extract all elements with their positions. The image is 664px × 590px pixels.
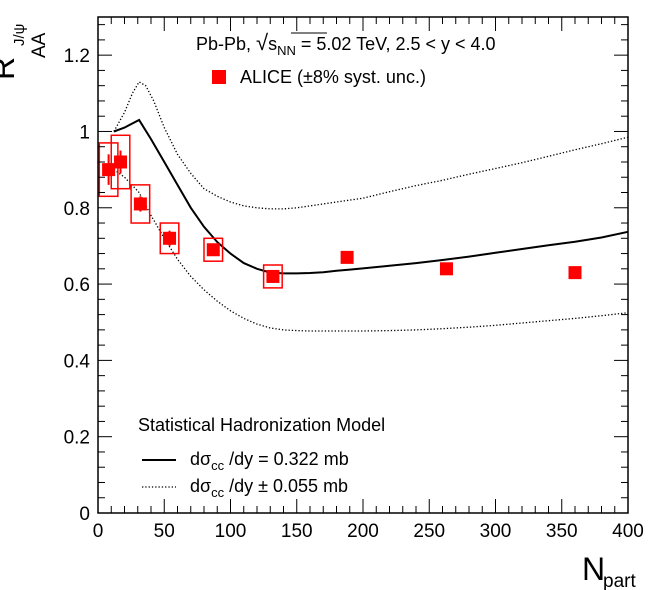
syst-uncertainty-box — [98, 142, 119, 198]
sqrt-symbol: √ — [256, 30, 269, 55]
x-tick-label: 350 — [546, 521, 578, 542]
data-point-marker — [163, 231, 177, 245]
y-tick-label: 0.8 — [64, 199, 90, 220]
model-legend-title: Statistical Hadronization Model — [138, 415, 385, 435]
syst-uncertainty-box — [110, 134, 131, 190]
model-legend-solid-label: dσcc /dy = 0.322 mb — [190, 449, 349, 473]
data-point-marker — [133, 197, 147, 211]
system-annotation: Pb-Pb, √sNN = 5.02 TeV, 2.5 < y < 4.0 — [196, 30, 496, 58]
y-tick-label: 0.4 — [64, 351, 91, 372]
data-point-marker — [114, 155, 128, 169]
data-point-marker — [206, 243, 220, 257]
x-tick-label: 50 — [154, 521, 175, 542]
solid-label-sub: cc — [211, 458, 225, 473]
y-tick-label: 0.2 — [64, 428, 90, 449]
system-post: = 5.02 TeV, 2.5 < y < 4.0 — [296, 34, 496, 54]
y-axis-title-main: R — [0, 57, 21, 80]
legend-alice-marker — [212, 70, 226, 84]
dotted-label-post: /dy ± 0.055 mb — [224, 476, 348, 496]
syst-uncertainty-box — [203, 237, 224, 262]
x-axis-title-main: N — [582, 551, 605, 587]
y-tick-label: 0 — [79, 504, 90, 525]
x-tick-label: 200 — [347, 521, 379, 542]
system-pre: Pb-Pb, — [196, 34, 256, 54]
dotted-label-sub: cc — [211, 485, 225, 500]
data-point-marker — [439, 262, 453, 276]
model-legend-dotted-label: dσcc /dy ± 0.055 mb — [190, 476, 348, 500]
y-axis-title-sup: J/ψ — [11, 24, 28, 46]
dotted-label-pre: dσ — [190, 476, 211, 496]
y-tick-label: 0.6 — [64, 275, 90, 296]
x-tick-label: 300 — [480, 521, 512, 542]
y-axis-title-sub: AA — [29, 32, 50, 58]
syst-uncertainty-box — [262, 264, 283, 289]
x-axis-title-sub: part — [603, 571, 636, 590]
x-tick-label: 250 — [413, 521, 445, 542]
y-tick-label: 1 — [79, 122, 90, 143]
syst-uncertainty-box — [159, 222, 180, 255]
legend-alice-label: ALICE (±8% syst. unc.) — [240, 67, 426, 87]
solid-label-pre: dσ — [190, 449, 211, 469]
y-tick-label: 1.2 — [64, 46, 90, 67]
solid-label-post: /dy = 0.322 mb — [224, 449, 349, 469]
data-layer — [98, 81, 629, 332]
data-point-marker — [568, 266, 582, 280]
system-sqrt-sub: NN — [277, 43, 296, 58]
data-point-marker — [266, 269, 280, 283]
x-tick-label: 100 — [215, 521, 247, 542]
x-tick-label: 150 — [281, 521, 313, 542]
syst-uncertainty-box — [130, 184, 151, 224]
data-point-marker — [102, 163, 116, 177]
system-sqrt-var: s — [268, 34, 277, 54]
x-tick-label: 0 — [93, 521, 104, 542]
data-point-marker — [340, 250, 354, 264]
model-curve-central — [113, 118, 629, 275]
axis-ticks: 0 50 100 150 200 250 300 350 400 0 0.2 0.4 0.6 0.8 1 1.… — [64, 17, 644, 542]
x-tick-label: 400 — [612, 521, 644, 542]
